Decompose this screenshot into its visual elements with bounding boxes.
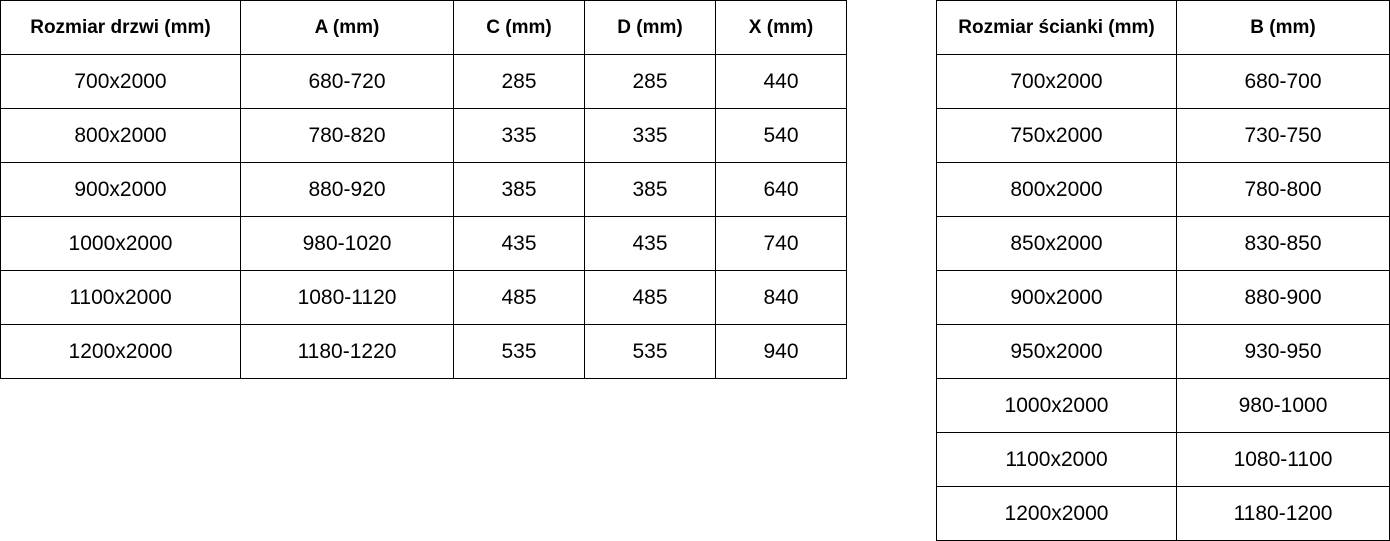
table-cell: 640	[715, 162, 847, 217]
table-row: 700x2000 680-700	[936, 54, 1390, 109]
column-header: A (mm)	[240, 0, 454, 55]
table-cell: 730-750	[1176, 108, 1390, 163]
table-row: 800x2000 780-800	[936, 162, 1390, 217]
table-cell: 1000x2000	[0, 216, 241, 271]
table-cell: 1000x2000	[936, 378, 1177, 433]
table-cell: 700x2000	[936, 54, 1177, 109]
table-cell: 1180-1200	[1176, 486, 1390, 541]
table-cell: 1200x2000	[936, 486, 1177, 541]
header-row: Rozmiar ścianki (mm) B (mm)	[936, 0, 1390, 55]
table-cell: 740	[715, 216, 847, 271]
table-row: 1000x2000 980-1020 435 435 740	[0, 216, 847, 271]
table-cell: 780-820	[240, 108, 454, 163]
table-cell: 840	[715, 270, 847, 325]
table-cell: 535	[584, 324, 716, 379]
table-cell: 1100x2000	[0, 270, 241, 325]
column-header: Rozmiar drzwi (mm)	[0, 0, 241, 55]
table-row: 1000x2000 980-1000	[936, 378, 1390, 433]
table-cell: 540	[715, 108, 847, 163]
table-row: 950x2000 930-950	[936, 324, 1390, 379]
table-row: 750x2000 730-750	[936, 108, 1390, 163]
header-row: Rozmiar drzwi (mm) A (mm) C (mm) D (mm) X (m…	[0, 0, 847, 55]
table-cell: 1180-1220	[240, 324, 454, 379]
table-cell: 335	[453, 108, 585, 163]
table-cell: 435	[584, 216, 716, 271]
table-cell: 1200x2000	[0, 324, 241, 379]
table-cell: 940	[715, 324, 847, 379]
table-cell: 385	[584, 162, 716, 217]
table-cell: 830-850	[1176, 216, 1390, 271]
table-row: 900x2000 880-920 385 385 640	[0, 162, 847, 217]
column-header: Rozmiar ścianki (mm)	[936, 0, 1177, 55]
table-cell: 1080-1100	[1176, 432, 1390, 487]
table-row: 1200x2000 1180-1200	[936, 486, 1390, 541]
table-cell: 485	[584, 270, 716, 325]
table-cell: 535	[453, 324, 585, 379]
table-row: 1100x2000 1080-1120 485 485 840	[0, 270, 847, 325]
table-cell: 880-900	[1176, 270, 1390, 325]
table-cell: 1100x2000	[936, 432, 1177, 487]
table-cell: 950x2000	[936, 324, 1177, 379]
table-cell: 700x2000	[0, 54, 241, 109]
table-cell: 780-800	[1176, 162, 1390, 217]
table-row: 1200x2000 1180-1220 535 535 940	[0, 324, 847, 379]
table-cell: 880-920	[240, 162, 454, 217]
table-cell: 335	[584, 108, 716, 163]
table-row: 700x2000 680-720 285 285 440	[0, 54, 847, 109]
column-header: X (mm)	[715, 0, 847, 55]
table-cell: 285	[453, 54, 585, 109]
table-cell: 285	[584, 54, 716, 109]
table-cell: 900x2000	[936, 270, 1177, 325]
door-size-table: Rozmiar drzwi (mm) A (mm) C (mm) D (mm) X (m…	[0, 0, 847, 379]
table-cell: 680-720	[240, 54, 454, 109]
table-row: 1100x2000 1080-1100	[936, 432, 1390, 487]
table-cell: 680-700	[1176, 54, 1390, 109]
table-cell: 440	[715, 54, 847, 109]
table-row: 850x2000 830-850	[936, 216, 1390, 271]
column-header: C (mm)	[453, 0, 585, 55]
table-cell: 980-1020	[240, 216, 454, 271]
table-cell: 385	[453, 162, 585, 217]
table-cell: 850x2000	[936, 216, 1177, 271]
table-cell: 900x2000	[0, 162, 241, 217]
table-cell: 1080-1120	[240, 270, 454, 325]
table-cell: 435	[453, 216, 585, 271]
table-cell: 980-1000	[1176, 378, 1390, 433]
table-cell: 750x2000	[936, 108, 1177, 163]
wall-panel-size-table: Rozmiar ścianki (mm) B (mm) 700x2000 680-7…	[936, 0, 1390, 541]
table-row: 900x2000 880-900	[936, 270, 1390, 325]
table-row: 800x2000 780-820 335 335 540	[0, 108, 847, 163]
table-cell: 800x2000	[0, 108, 241, 163]
column-header: D (mm)	[584, 0, 716, 55]
table-cell: 930-950	[1176, 324, 1390, 379]
table-cell: 485	[453, 270, 585, 325]
table-cell: 800x2000	[936, 162, 1177, 217]
column-header: B (mm)	[1176, 0, 1390, 55]
